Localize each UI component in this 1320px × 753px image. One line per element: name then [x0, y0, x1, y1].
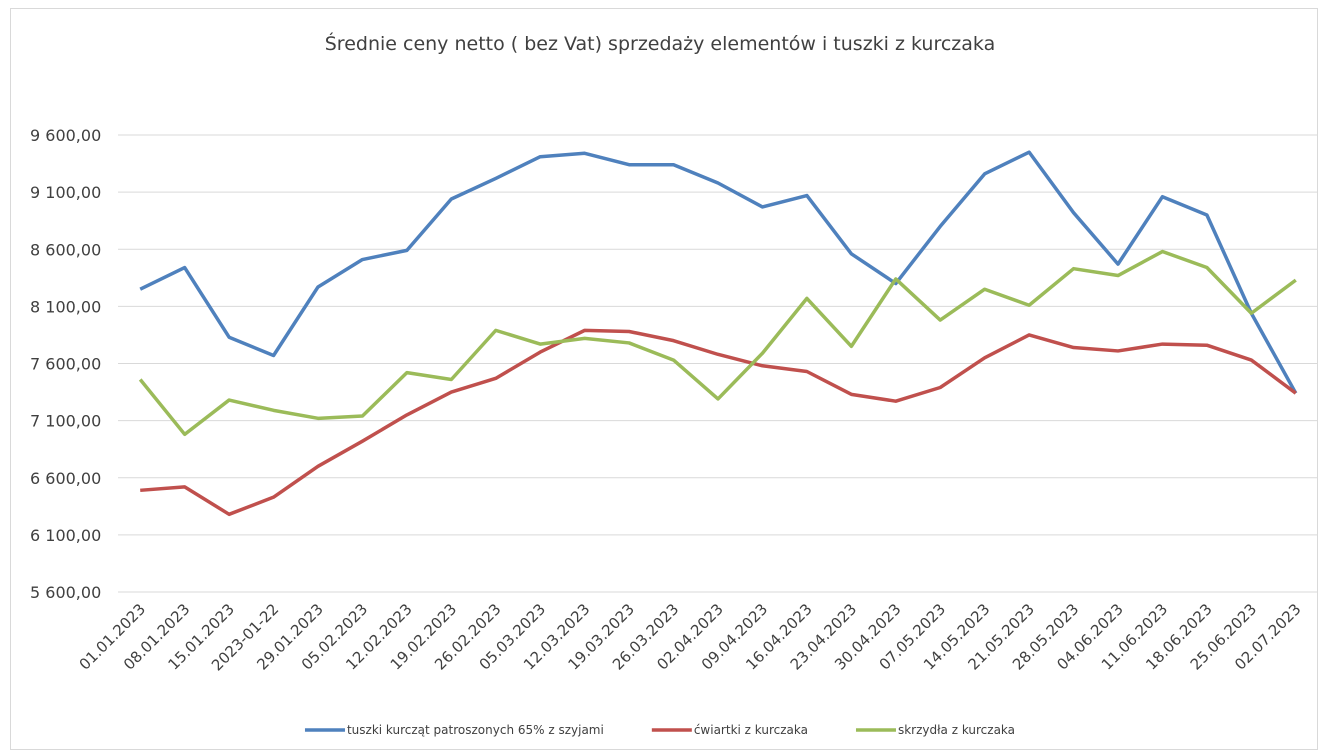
legend-label: ćwiartki z kurczaka [694, 723, 808, 737]
y-tick-label: 7 100,00 [30, 412, 101, 431]
y-tick-label: 8 600,00 [30, 240, 101, 259]
legend-label: skrzydła z kurczaka [898, 723, 1015, 737]
y-tick-label: 6 600,00 [30, 469, 101, 488]
y-tick-label: 6 100,00 [30, 526, 101, 545]
y-tick-label: 7 600,00 [30, 355, 101, 374]
y-tick-label: 8 100,00 [30, 297, 101, 316]
series-line [140, 328, 1297, 517]
chart-title: Średnie ceny netto ( bez Vat) sprzedaży … [325, 31, 995, 55]
y-tick-label: 5 600,00 [30, 583, 101, 602]
legend-label: tuszki kurcząt patroszonych 65% z szyjam… [347, 723, 604, 737]
y-tick-label: 9 600,00 [30, 126, 101, 145]
series-line [139, 150, 1298, 395]
series-line [138, 249, 1297, 437]
chart-frame [10, 8, 1318, 750]
y-tick-label: 9 100,00 [30, 183, 101, 202]
